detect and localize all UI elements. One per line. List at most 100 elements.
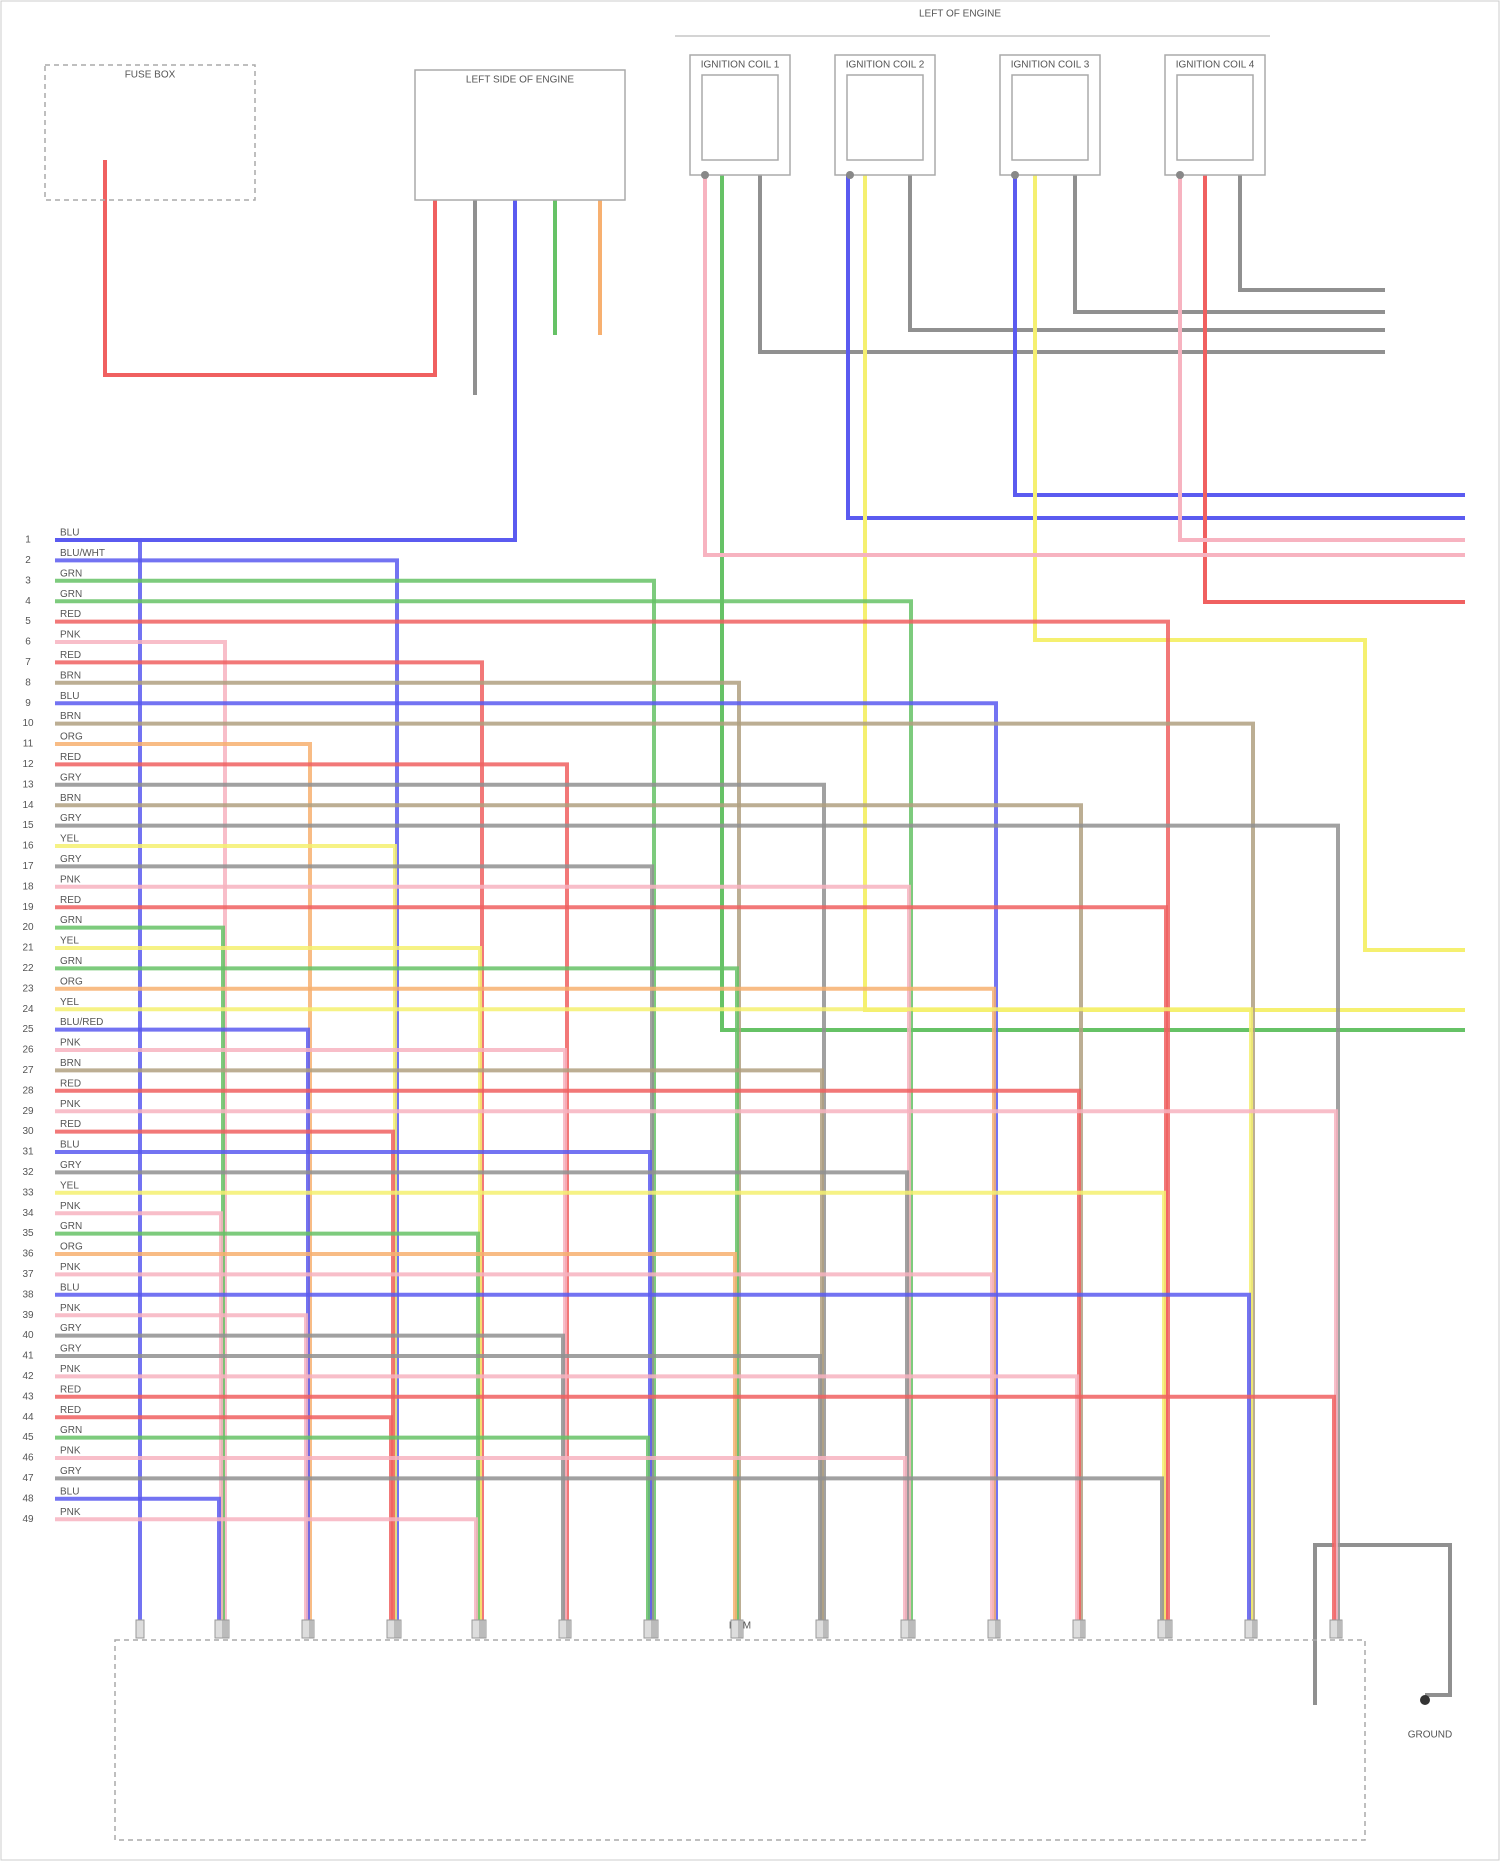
wire (720, 175, 1465, 1032)
pin-number: 19 (22, 902, 34, 913)
ground-wire (1313, 1543, 1452, 1705)
wire-color-label: RED (60, 752, 81, 763)
wire-color-label: GRN (60, 956, 82, 967)
header-title: LEFT OF ENGINE (919, 9, 1001, 20)
wire-color-label: GRY (60, 1466, 82, 1477)
pin-number: 40 (22, 1330, 34, 1341)
ecm-wire (55, 701, 998, 1620)
connector-pin (135, 1619, 145, 1639)
wire-color-label: BLU/RED (60, 1017, 103, 1028)
connector-pin (386, 1619, 396, 1639)
ecm-wire (55, 823, 1340, 1620)
ecm-wire (55, 538, 142, 1620)
wire (863, 175, 1465, 1012)
wire-color-label: YEL (60, 936, 79, 947)
ecm-wire (55, 742, 312, 1620)
wire (758, 175, 1385, 354)
pin-number: 35 (22, 1228, 34, 1239)
ecm-wire (55, 1435, 650, 1620)
wire-color-label: GRY (60, 1160, 82, 1171)
pin-number: 33 (22, 1187, 34, 1198)
connector-pin (815, 1619, 825, 1639)
ecm-wire (55, 1394, 1336, 1620)
wire-color-label: PNK (60, 630, 81, 641)
pin-number: 20 (22, 922, 34, 933)
wire-color-label: ORG (60, 976, 83, 987)
pin-number: 42 (22, 1371, 34, 1382)
wire-color-label: YEL (60, 1180, 79, 1191)
pin-number: 44 (22, 1412, 34, 1423)
wire-color-label: GRN (60, 568, 82, 579)
wire-color-label: BRN (60, 1058, 81, 1069)
pin-number: 4 (25, 596, 31, 607)
wire-color-label: PNK (60, 1262, 81, 1273)
pin-number: 32 (22, 1167, 34, 1178)
wire-color-label: GRN (60, 1425, 82, 1436)
component-label: IGNITION COIL 4 (1176, 60, 1255, 71)
connector-pin (214, 1619, 224, 1639)
component-label: IGNITION COIL 3 (1011, 60, 1090, 71)
wire-color-label: PNK (60, 1038, 81, 1049)
pin-number: 23 (22, 983, 34, 994)
component-box (44, 64, 256, 201)
component-box (689, 54, 791, 176)
wire (1013, 175, 1465, 497)
ground-point (1420, 1695, 1430, 1705)
pin-number: 38 (22, 1289, 34, 1300)
wire-color-label: BRN (60, 670, 81, 681)
wire-color-label: BLU (60, 1486, 79, 1497)
pin-number: 49 (22, 1514, 34, 1525)
wire-color-label: YEL (60, 834, 79, 845)
connector-pin (987, 1619, 997, 1639)
ecm-wire (55, 1313, 308, 1620)
pin-number: 45 (22, 1432, 34, 1443)
pin-number: 9 (25, 698, 31, 709)
wire (908, 175, 1385, 332)
wire-color-label: GRY (60, 854, 82, 865)
pin-number: 41 (22, 1351, 34, 1362)
pin-number: 3 (25, 575, 31, 586)
wire-color-label: GRY (60, 1344, 82, 1355)
pin-number: 46 (22, 1453, 34, 1464)
wire-color-label: RED (60, 1078, 81, 1089)
coil-terminal (1176, 171, 1184, 179)
connector-pin (1244, 1619, 1254, 1639)
coil-body (1011, 74, 1089, 161)
wire-color-label: PNK (60, 1446, 81, 1457)
component-box (414, 69, 626, 201)
pin-number: 17 (22, 861, 34, 872)
wire-color-label: PNK (60, 1201, 81, 1212)
coil-body (701, 74, 779, 161)
connector-pin (301, 1619, 311, 1639)
component-label: LEFT SIDE OF ENGINE (466, 75, 574, 86)
wire-color-label: ORG (60, 732, 83, 743)
ecm-wire (55, 1517, 478, 1620)
pin-number: 11 (23, 739, 34, 750)
pin-number: 26 (22, 1045, 34, 1056)
wire-color-label: BLU (60, 1140, 79, 1151)
connector-pin (1157, 1619, 1167, 1639)
pin-number: 37 (22, 1269, 34, 1280)
feed-wire (55, 200, 517, 542)
wire-color-label: BLU/WHT (60, 548, 105, 559)
wire-color-label: PNK (60, 1507, 81, 1518)
pin-number: 39 (22, 1310, 34, 1321)
pin-number: 47 (22, 1473, 34, 1484)
ecm-wire (55, 986, 996, 1620)
component-box (834, 54, 936, 176)
coil-body (1176, 74, 1254, 161)
pin-number: 36 (22, 1249, 34, 1260)
wire-color-label: BLU (60, 1282, 79, 1293)
coil-body (846, 74, 924, 161)
wire-color-label: RED (60, 895, 81, 906)
pin-number: 18 (22, 881, 34, 892)
pin-number: 7 (25, 657, 31, 668)
coil-terminal (701, 171, 709, 179)
ecm-wire (55, 782, 826, 1620)
wire-color-label: RED (60, 609, 81, 620)
pin-number: 14 (22, 800, 34, 811)
ecm-wire (55, 1292, 1251, 1620)
wire-color-label: PNK (60, 1303, 81, 1314)
